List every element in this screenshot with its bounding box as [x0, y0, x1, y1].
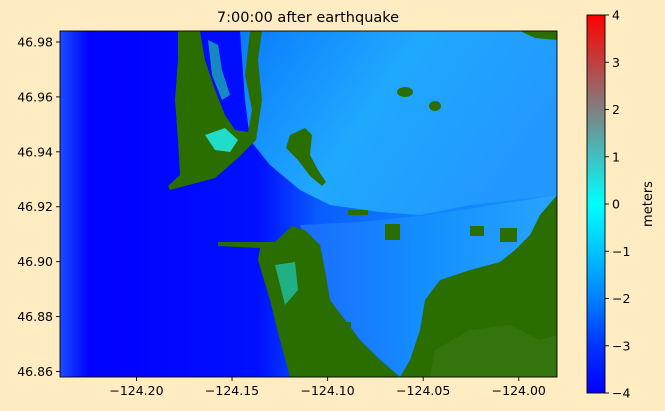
- colorbar-tick-label: −3: [612, 338, 630, 353]
- island: [397, 87, 413, 97]
- colorbar-label: meters: [641, 181, 656, 227]
- north-peninsula: [168, 31, 262, 190]
- mainland-hills: [430, 325, 557, 377]
- island: [348, 210, 368, 215]
- x-tick-label: −124.20: [109, 383, 163, 398]
- island: [470, 226, 484, 236]
- north-tidal-flat: [205, 128, 238, 152]
- y-tick-label: 46.88: [17, 309, 53, 324]
- y-tick-label: 46.86: [17, 364, 53, 379]
- colorbar-tick-label: 0: [612, 197, 620, 212]
- y-tick-label: 46.96: [17, 89, 53, 104]
- colorbar-tick-label: 2: [612, 102, 620, 117]
- island: [385, 224, 400, 240]
- colorbar: −4 −3 −2 −1 0 1 2 3 4 meters: [586, 8, 656, 401]
- x-tick-label: −124.05: [396, 383, 450, 398]
- x-tick-label: −124.00: [492, 383, 546, 398]
- colorbar-tick-label: 4: [612, 8, 620, 23]
- x-tick-label: −124.10: [301, 383, 355, 398]
- colorbar-tick-label: −2: [612, 291, 630, 306]
- island: [429, 101, 441, 111]
- map-area: [60, 31, 557, 377]
- y-tick-label: 46.98: [17, 34, 53, 49]
- chart-title: 7:00:00 after earthquake: [217, 10, 399, 26]
- y-tick-label: 46.92: [17, 199, 53, 214]
- colorbar-tick-label: 3: [612, 55, 620, 70]
- south-tidal-flat: [275, 262, 298, 305]
- plot-frame: [59, 30, 558, 378]
- colorbar-tick-label: −4: [612, 386, 630, 401]
- y-tick-label: 46.90: [17, 254, 53, 269]
- north-peninsula-wetland: [208, 40, 230, 100]
- y-axis: 46.86 46.88 46.90 46.92 46.94 46.96 46.98: [17, 34, 60, 379]
- south-peninsula: [218, 226, 400, 377]
- upper-bay-water: [240, 31, 557, 215]
- x-tick-label: −124.15: [205, 383, 259, 398]
- colorbar-gradient: [586, 14, 606, 394]
- colorbar-tick-label: −1: [612, 244, 630, 259]
- colorbar-tick-label: 1: [612, 149, 620, 164]
- colorbar-ticks: −4 −3 −2 −1 0 1 2 3 4: [605, 8, 630, 401]
- northeast-shore: [520, 31, 557, 40]
- north-spit: [286, 128, 326, 186]
- x-axis: −124.20 −124.15 −124.10 −124.05 −124.00: [109, 377, 546, 398]
- island: [500, 228, 517, 242]
- y-tick-label: 46.94: [17, 144, 53, 159]
